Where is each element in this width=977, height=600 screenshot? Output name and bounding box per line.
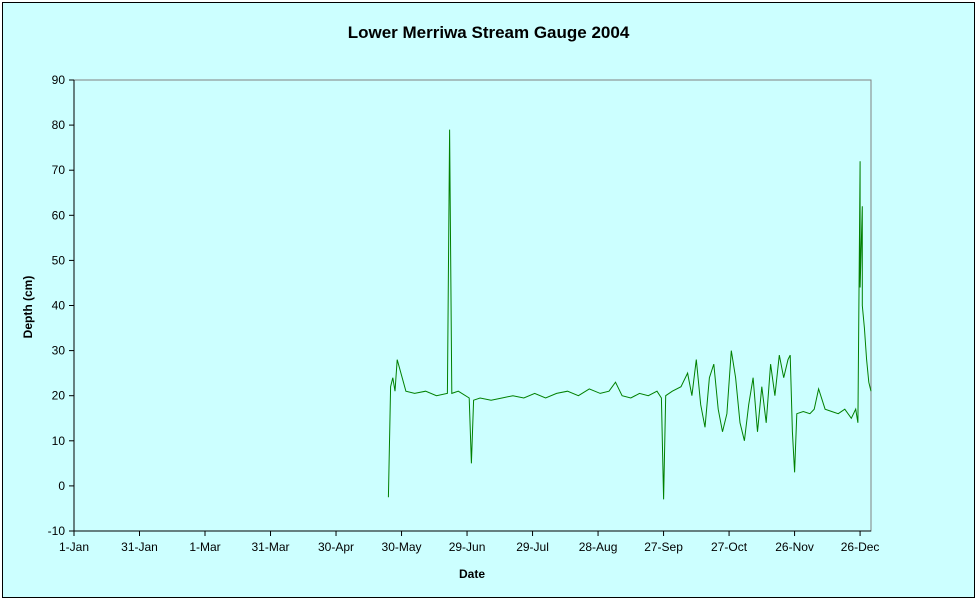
x-tick-label: 30-May xyxy=(382,540,422,554)
chart-title: Lower Merriwa Stream Gauge 2004 xyxy=(347,23,630,42)
x-tick-label: 30-Apr xyxy=(318,540,354,554)
x-tick-label: 28-Aug xyxy=(579,540,618,554)
x-tick-label: 29-Jun xyxy=(449,540,486,554)
y-tick-label: 30 xyxy=(52,344,66,358)
x-tick-label: 1-Mar xyxy=(189,540,220,554)
x-tick-label: 26-Dec xyxy=(841,540,880,554)
x-ticks: 1-Jan 31-Jan 1-Mar 31-Mar 30-Apr 30-May 29-Jun… xyxy=(59,531,879,554)
chart-svg: -10 0 10 20 30 40 50 60 70 80 90 1-Jan 31-Jan 1-Mar 3… xyxy=(21,73,879,581)
y-ticks: -10 0 10 20 30 40 50 60 70 80 90 xyxy=(48,73,74,538)
x-tick-label: 1-Jan xyxy=(59,540,89,554)
series-line xyxy=(387,129,872,500)
y-tick-label: 20 xyxy=(52,389,66,403)
x-axis-title: Date xyxy=(459,567,485,581)
x-tick-label: 31-Mar xyxy=(252,540,290,554)
y-tick-label: 10 xyxy=(52,434,66,448)
y-tick-label: 60 xyxy=(52,208,66,222)
plot-area xyxy=(73,79,872,532)
x-tick-label: 29-Jul xyxy=(516,540,549,554)
x-tick-label: 27-Oct xyxy=(711,540,748,554)
y-tick-label: 90 xyxy=(52,73,66,87)
y-tick-label: 0 xyxy=(58,479,65,493)
y-axis-title: Depth (cm) xyxy=(21,276,35,339)
y-tick-label: 70 xyxy=(52,163,66,177)
y-tick-label: 80 xyxy=(52,118,66,132)
x-tick-label: 27-Sep xyxy=(644,540,683,554)
x-tick-label: 31-Jan xyxy=(121,540,158,554)
y-tick-label: 50 xyxy=(52,253,66,267)
y-tick-label: -10 xyxy=(48,524,66,538)
y-tick-label: 40 xyxy=(52,299,66,313)
x-tick-label: 26-Nov xyxy=(775,540,814,554)
